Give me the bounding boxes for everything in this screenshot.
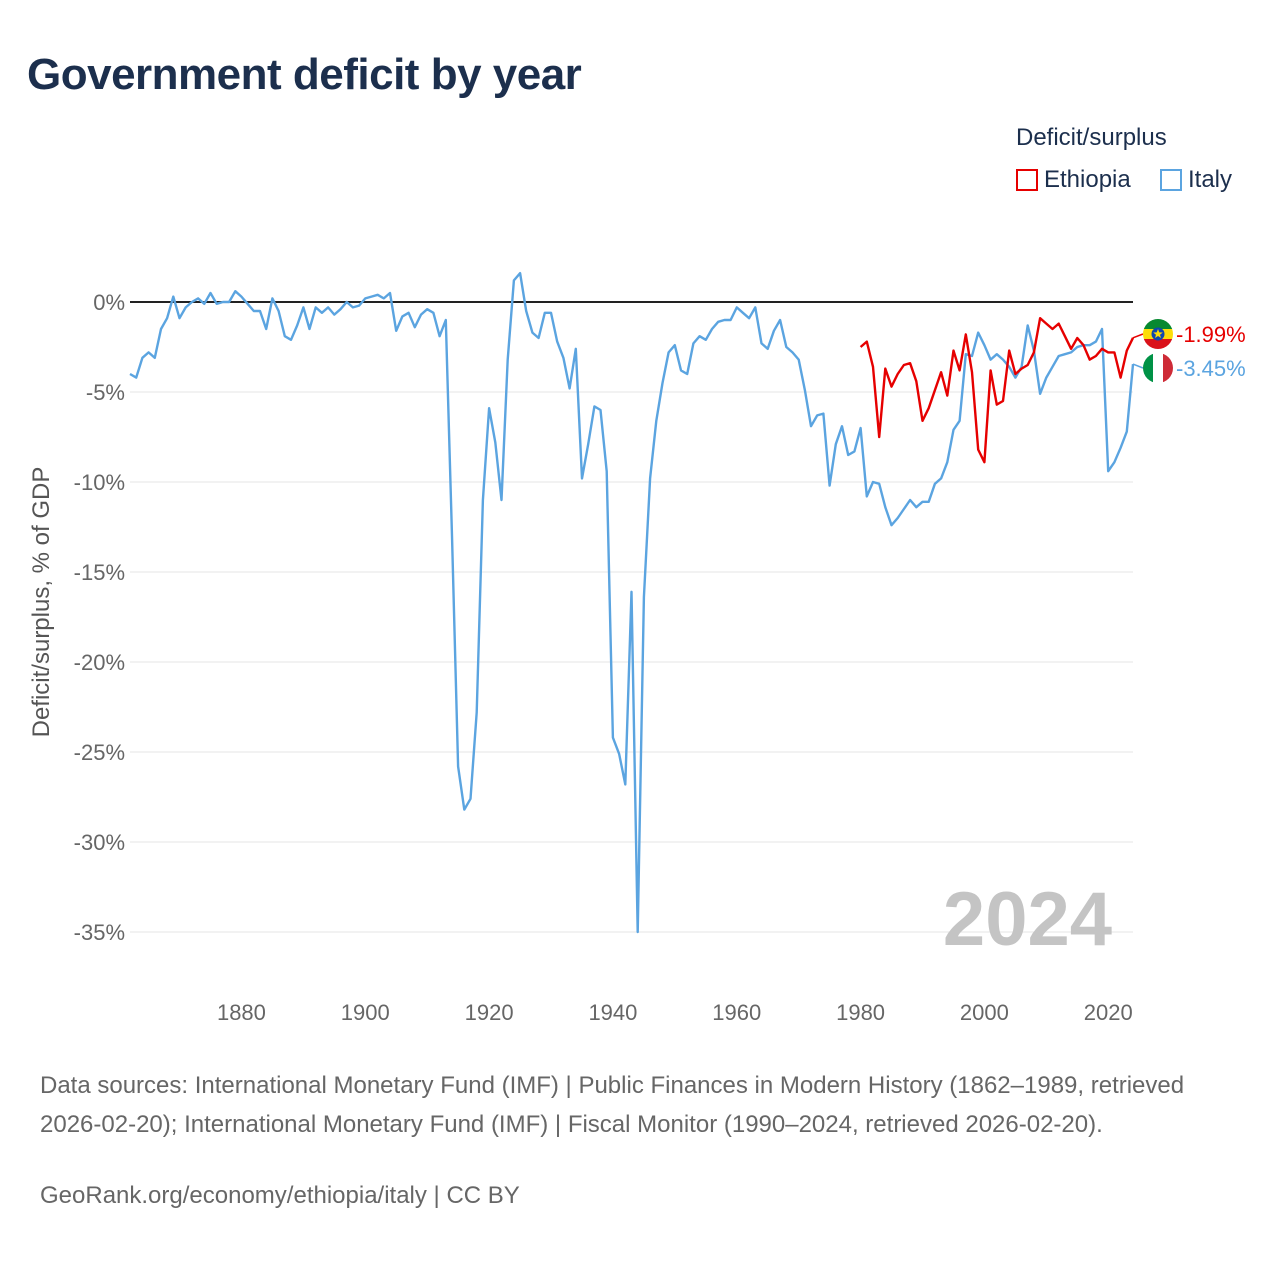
x-tick-label: 1900 xyxy=(341,1000,390,1025)
x-tick-label: 2000 xyxy=(960,1000,1009,1025)
y-tick-label: -30% xyxy=(74,830,125,855)
legend-label-ethiopia: Ethiopia xyxy=(1044,166,1131,193)
ethiopia-flag-icon xyxy=(1143,319,1173,349)
y-tick-labels: 0% -5% -10% -15% -20% -25% -30% -35% xyxy=(74,290,125,945)
y-tick-label: -35% xyxy=(74,920,125,945)
legend-item-ethiopia[interactable]: Ethiopia xyxy=(1016,166,1131,194)
chart-title: Government deficit by year xyxy=(27,50,582,99)
x-tick-label: 1940 xyxy=(588,1000,637,1025)
year-watermark: 2024 xyxy=(943,877,1112,962)
series-line-ethiopia xyxy=(859,317,1135,464)
end-value-label-ethiopia: -1.99% xyxy=(1176,322,1246,347)
x-tick-label: 1920 xyxy=(465,1000,514,1025)
credit-link[interactable]: GeoRank.org/economy/ethiopia/italy | CC … xyxy=(40,1182,520,1209)
italy-flag-icon xyxy=(1143,353,1173,383)
y-tick-label: 0% xyxy=(93,290,125,315)
y-tick-label: -15% xyxy=(74,560,125,585)
legend-item-italy[interactable]: Italy xyxy=(1160,166,1232,194)
x-tick-labels: 1880 1900 1920 1940 1960 1980 2000 2020 xyxy=(217,1000,1133,1025)
end-value-label-italy: -3.45% xyxy=(1176,356,1246,381)
legend-swatch-ethiopia xyxy=(1016,169,1038,191)
y-tick-label: -10% xyxy=(74,470,125,495)
legend-label-italy: Italy xyxy=(1188,166,1233,193)
end-connector-ethiopia xyxy=(1132,333,1144,339)
end-markers: -1.99% -3.45% xyxy=(1132,319,1246,383)
y-tick-label: -20% xyxy=(74,650,125,675)
x-tick-label: 1880 xyxy=(217,1000,266,1025)
end-connector-italy xyxy=(1132,363,1144,369)
gridlines xyxy=(130,391,1133,933)
series-lines xyxy=(129,272,1135,934)
x-tick-label: 2020 xyxy=(1084,1000,1133,1025)
y-tick-label: -5% xyxy=(86,380,125,405)
x-tick-label: 1960 xyxy=(712,1000,761,1025)
legend-swatch-italy xyxy=(1160,169,1182,191)
data-sources: Data sources: International Monetary Fun… xyxy=(40,1072,1185,1138)
series-line-italy xyxy=(129,272,1135,934)
x-tick-label: 1980 xyxy=(836,1000,885,1025)
y-tick-label: -25% xyxy=(74,740,125,765)
legend-title: Deficit/surplus xyxy=(1016,124,1167,151)
